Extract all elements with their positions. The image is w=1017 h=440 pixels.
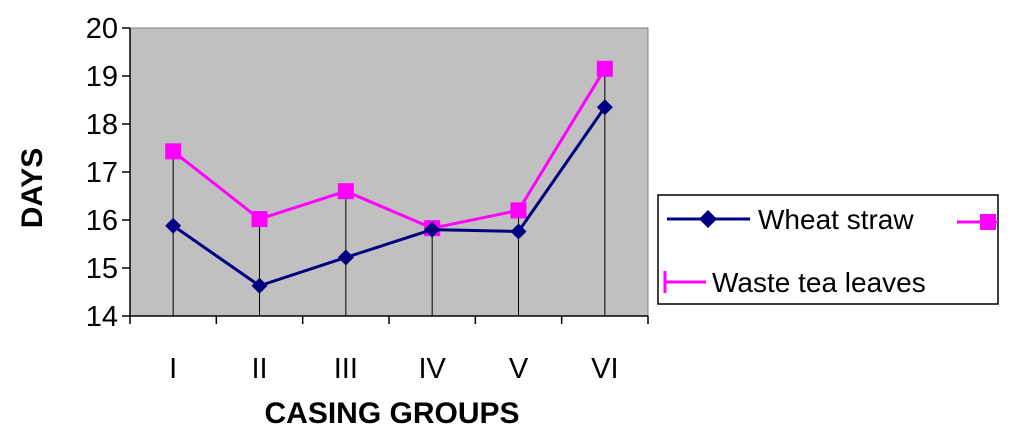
y-tick-label: 14	[86, 301, 118, 333]
data-point-wheat-straw	[165, 217, 182, 234]
y-tick-label: 17	[86, 157, 118, 189]
data-point-wheat-straw	[251, 277, 268, 294]
legend-label-wheat-straw: Wheat straw	[758, 204, 914, 235]
data-point-waste-tea-leaves	[165, 143, 182, 160]
x-tick-label: VI	[591, 353, 618, 385]
series-line-wheat-straw	[172, 106, 607, 288]
y-tick-label: 15	[86, 253, 118, 285]
x-tick-label: V	[509, 353, 529, 385]
y-axis-title: DAYS	[16, 148, 49, 229]
data-point-waste-tea-leaves	[337, 183, 354, 200]
legend-label-waste-tea-leaves: Waste tea leaves	[712, 267, 926, 298]
x-tick-label: II	[251, 353, 267, 385]
y-tick-label: 19	[86, 61, 118, 93]
series-line-waste-tea-leaves	[172, 68, 607, 230]
y-tick-label: 18	[86, 109, 118, 141]
data-point-waste-tea-leaves	[510, 202, 527, 219]
data-point-wheat-straw	[337, 249, 354, 266]
x-axis-title: CASING GROUPS	[264, 397, 519, 430]
data-point-wheat-straw	[510, 223, 527, 240]
legend-marker-waste-tea-leaves	[980, 214, 996, 230]
legend-box	[657, 194, 999, 305]
x-tick-label: IV	[418, 353, 446, 385]
y-tick-label: 16	[86, 205, 118, 237]
y-tick-label: 20	[86, 13, 118, 45]
x-axis: I II III IV V VI	[129, 315, 649, 385]
legend-marker-wheat-straw	[699, 210, 717, 228]
x-tick-label: I	[169, 353, 177, 385]
data-point-waste-tea-leaves	[596, 60, 613, 77]
data-point-wheat-straw	[424, 221, 441, 238]
series-layer	[165, 60, 613, 294]
plot-area	[129, 27, 649, 317]
data-point-wheat-straw	[596, 99, 613, 116]
x-tick-label: III	[334, 353, 358, 385]
legend: Wheat straw Waste tea leaves	[657, 194, 999, 305]
y-axis: 14 15 16 17 18 19 20	[86, 13, 131, 333]
data-point-waste-tea-leaves	[251, 211, 268, 228]
